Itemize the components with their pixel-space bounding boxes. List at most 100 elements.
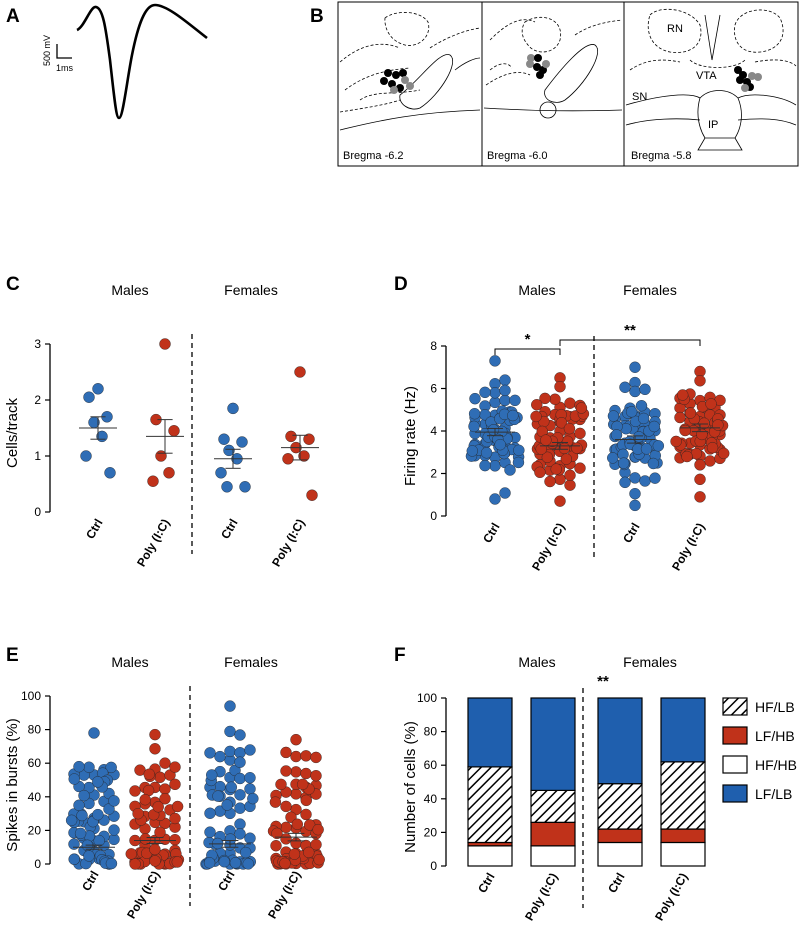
panel-a-label: A [6,6,20,27]
data-point [648,420,660,433]
y-axis-title: Spikes in bursts (%) [4,718,21,851]
data-point [88,727,100,739]
y-tick-label: 100 [417,691,437,705]
data-point [234,828,246,840]
data-point [303,433,315,445]
group-label-males: Males [518,654,555,670]
data-point [68,838,80,850]
data-point [229,857,242,869]
data-point [607,452,619,464]
atlas-section-1 [339,12,481,131]
data-point [544,475,556,488]
y-tick-label: 4 [430,424,437,438]
bar-segment-hflb [660,761,706,830]
y-tick-label: 6 [430,382,437,396]
data-point [534,466,546,479]
data-point [105,857,118,870]
y-tick-label: 8 [430,339,437,353]
data-point [159,338,171,350]
data-point [563,422,576,435]
y-tick-label: 60 [424,758,438,772]
significance-marker: * [525,331,531,348]
data-point [125,848,137,860]
data-point [204,807,216,819]
data-point [499,384,511,397]
data-point [65,814,78,827]
data-point [499,487,511,499]
data-point [92,383,104,395]
data-point [221,799,233,811]
bar-segment-lfhb [530,821,576,847]
data-point [647,457,660,470]
region-sn: SN [632,91,647,103]
data-point [489,355,501,367]
data-point [108,824,120,836]
data-point [171,800,184,813]
panel-b: B Bregma -6.2 [310,1,799,167]
panel-f-cell-classification: F Males Females 0 20 40 60 80 100 Number of cells… [394,645,797,923]
scale-voltage-label: 500 mV [42,35,52,66]
data-point [244,832,256,844]
data-point [234,729,246,741]
data-point [236,436,248,448]
data-point [704,455,716,467]
data-point [280,765,292,777]
data-point [132,807,144,820]
data-point [279,857,291,870]
data-point [280,746,292,759]
group-label-females: Females [224,282,278,298]
data-point [489,387,501,399]
data-point [679,424,691,437]
data-point [104,467,116,479]
panel-d-firing-rate: D Males Females 0 2 4 6 8 Firing rate (Hz) Ctrl Po… [394,274,730,573]
data-point [294,366,306,378]
data-point [507,409,519,422]
data-point [300,767,312,780]
panel-e-spikes-in-bursts: E Males Females 0 20 40 60 80 100 Spikes in burst… [4,645,325,921]
x-category-label: Poly (I:C) [124,869,162,922]
data-point [468,420,480,433]
data-point [171,856,184,868]
data-point [554,381,566,393]
data-point [225,781,238,793]
data-point [159,757,171,769]
data-point [247,792,259,805]
data-point [154,771,166,784]
x-category-label: Poly (I:C) [269,517,307,570]
data-point [234,756,246,768]
data-point [83,391,95,403]
data-point [203,857,216,869]
data-point [571,442,583,454]
bar-segment-hfhb [467,845,513,867]
data-point [129,858,141,870]
data-point [468,408,481,420]
data-point [303,846,315,859]
recording-sites-2 [526,54,550,79]
data-point [619,476,631,489]
bar-segment-lflb [530,697,576,792]
region-rn: RN [667,23,683,35]
data-point [240,846,252,859]
x-category-label: Poly (I:C) [522,871,560,924]
data-point [214,750,226,763]
data-point [504,464,516,476]
data-point [159,783,171,795]
x-category-label: Poly (I:C) [134,517,172,570]
data-point [480,447,493,459]
data-point [275,778,287,791]
data-point [489,396,501,409]
data-point [639,383,651,395]
atlas-section-2 [483,16,623,119]
data-point [629,487,641,500]
bregma-label-1: Bregma -6.2 [343,150,404,162]
legend-swatch [722,755,748,774]
y-tick-label: 0 [34,505,41,519]
data-point [298,450,310,462]
data-point [558,442,571,455]
y-tick-label: 0 [34,857,41,871]
data-point [271,827,283,840]
data-point [269,796,282,808]
data-point [300,750,312,762]
data-point [300,794,312,807]
legend-label: LF/LB [755,786,792,802]
